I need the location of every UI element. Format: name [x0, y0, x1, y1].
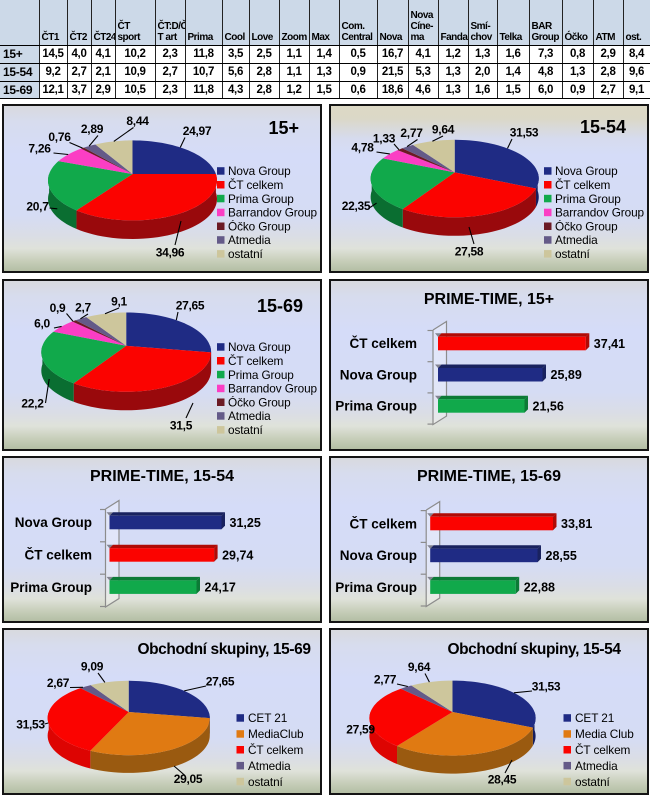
svg-text:Prima Group: Prima Group [555, 192, 621, 206]
svg-text:20,7: 20,7 [26, 199, 49, 213]
svg-text:ČT celkem: ČT celkem [228, 354, 284, 368]
svg-text:8,44: 8,44 [126, 114, 149, 128]
svg-text:27,58: 27,58 [455, 244, 484, 258]
svg-text:Nova Group: Nova Group [15, 515, 92, 530]
svg-text:33,81: 33,81 [561, 517, 592, 531]
svg-text:27,59: 27,59 [346, 722, 375, 736]
svg-text:ostatní: ostatní [575, 775, 611, 789]
svg-text:ČT celkem: ČT celkem [555, 178, 611, 192]
svg-text:24,97: 24,97 [183, 124, 212, 138]
svg-text:0,9: 0,9 [50, 301, 66, 315]
svg-text:2,77: 2,77 [374, 672, 397, 686]
svg-text:Nova Group: Nova Group [340, 367, 417, 382]
svg-text:25,89: 25,89 [551, 368, 582, 382]
svg-text:Atmedia: Atmedia [228, 409, 271, 423]
svg-text:1,33: 1,33 [373, 131, 396, 145]
svg-text:6,0: 6,0 [34, 316, 50, 330]
svg-text:9,09: 9,09 [81, 659, 104, 673]
svg-text:9,1: 9,1 [111, 294, 127, 308]
svg-text:ČT celkem: ČT celkem [228, 178, 284, 192]
svg-text:Atmedia: Atmedia [555, 233, 598, 247]
svg-text:ostatní: ostatní [228, 423, 264, 437]
svg-text:ČT celkem: ČT celkem [575, 743, 631, 757]
svg-text:Prima Group: Prima Group [228, 192, 294, 206]
svg-text:Atmedia: Atmedia [228, 233, 271, 247]
svg-text:Óčko Group: Óčko Group [228, 219, 291, 233]
svg-text:28,45: 28,45 [488, 772, 517, 786]
svg-text:ostatní: ostatní [248, 775, 284, 789]
svg-text:15-54: 15-54 [580, 117, 626, 137]
svg-text:Prima Group: Prima Group [335, 580, 417, 595]
svg-text:9,64: 9,64 [408, 660, 431, 674]
svg-text:Prima Group: Prima Group [10, 580, 92, 595]
svg-text:Óčko Group: Óčko Group [555, 219, 618, 233]
svg-text:PRIME-TIME, 15-69: PRIME-TIME, 15-69 [417, 468, 561, 485]
svg-text:7,26: 7,26 [28, 141, 51, 155]
svg-text:2,67: 2,67 [47, 676, 70, 690]
svg-text:31,25: 31,25 [230, 516, 261, 530]
svg-text:31,53: 31,53 [532, 679, 561, 693]
svg-text:27,65: 27,65 [206, 674, 235, 688]
svg-text:Nova Group: Nova Group [228, 340, 291, 354]
svg-text:31,53: 31,53 [510, 125, 539, 139]
svg-text:Prima Group: Prima Group [228, 368, 294, 382]
svg-text:Atmedia: Atmedia [575, 759, 618, 773]
svg-text:Obchodní skupiny, 15-54: Obchodní skupiny, 15-54 [447, 641, 621, 658]
svg-text:34,96: 34,96 [156, 245, 185, 259]
svg-text:ČT celkem: ČT celkem [349, 336, 417, 351]
svg-text:Nova Group: Nova Group [555, 164, 618, 178]
svg-text:ČT celkem: ČT celkem [349, 516, 417, 531]
svg-text:PRIME-TIME, 15+: PRIME-TIME, 15+ [424, 291, 554, 308]
svg-text:ČT celkem: ČT celkem [248, 743, 304, 757]
svg-text:22,35: 22,35 [342, 199, 371, 213]
svg-text:15-69: 15-69 [257, 296, 303, 316]
svg-text:Nova Group: Nova Group [228, 164, 291, 178]
svg-text:9,64: 9,64 [432, 122, 455, 136]
svg-text:Nova Group: Nova Group [340, 548, 417, 563]
svg-text:ČT celkem: ČT celkem [24, 548, 92, 563]
svg-text:Obchodní skupiny, 15-69: Obchodní skupiny, 15-69 [137, 641, 311, 658]
svg-text:24,17: 24,17 [205, 581, 236, 595]
svg-text:4,78: 4,78 [351, 140, 374, 154]
svg-text:Atmedia: Atmedia [248, 759, 291, 773]
svg-text:CET 21: CET 21 [248, 711, 287, 725]
svg-text:ostatní: ostatní [555, 247, 591, 261]
svg-text:CET 21: CET 21 [575, 711, 614, 725]
svg-text:Barrandov Group: Barrandov Group [555, 206, 645, 220]
svg-text:2,89: 2,89 [81, 122, 104, 136]
svg-text:Media Club: Media Club [575, 727, 634, 741]
svg-text:0,76: 0,76 [48, 130, 71, 144]
svg-text:31,5: 31,5 [170, 418, 193, 432]
svg-text:Prima Group: Prima Group [335, 399, 417, 414]
svg-text:MediaClub: MediaClub [248, 727, 304, 741]
svg-text:22,88: 22,88 [524, 581, 555, 595]
svg-text:27,65: 27,65 [176, 298, 205, 312]
svg-text:29,05: 29,05 [174, 772, 203, 786]
svg-text:29,74: 29,74 [222, 548, 253, 562]
svg-text:31,53: 31,53 [16, 717, 45, 731]
svg-text:2,7: 2,7 [75, 300, 91, 314]
svg-text:2,77: 2,77 [400, 126, 423, 140]
svg-text:Barrandov Group: Barrandov Group [228, 206, 318, 220]
svg-text:PRIME-TIME, 15-54: PRIME-TIME, 15-54 [90, 468, 234, 485]
svg-text:ostatní: ostatní [228, 247, 264, 261]
svg-text:15+: 15+ [268, 118, 299, 138]
svg-text:37,41: 37,41 [594, 337, 625, 351]
svg-text:Barrandov Group: Barrandov Group [228, 382, 318, 396]
svg-text:21,56: 21,56 [533, 399, 564, 413]
svg-text:Óčko Group: Óčko Group [228, 395, 291, 409]
svg-text:22,2: 22,2 [21, 396, 44, 410]
svg-text:28,55: 28,55 [546, 549, 577, 563]
